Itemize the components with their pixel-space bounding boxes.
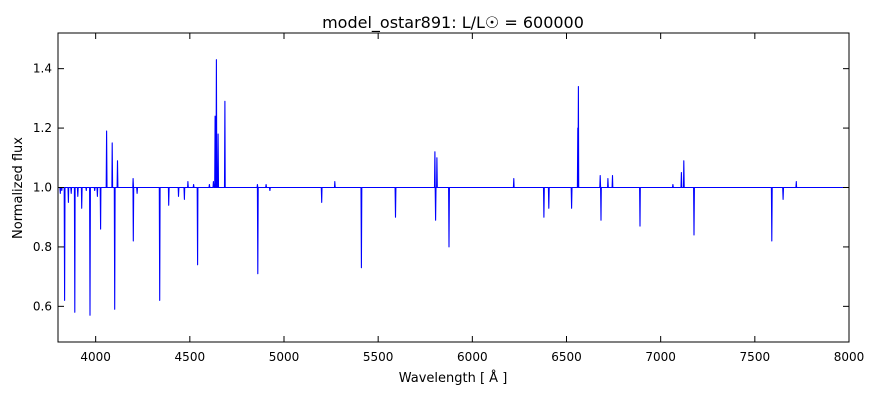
x-tick-label: 4500 (175, 350, 206, 364)
chart-title: model_ostar891: L/L☉ = 600000 (322, 13, 584, 33)
y-tick-label: 1.2 (33, 121, 52, 135)
x-axis: 4000 4500 5000 5500 6000 6500 7000 7500 8000 (80, 33, 864, 364)
y-axis-label: Normalized flux (11, 137, 26, 239)
x-tick-label: 4000 (80, 350, 111, 364)
x-tick-label: 5500 (363, 350, 394, 364)
x-tick-label: 6000 (457, 350, 488, 364)
x-tick-label: 8000 (834, 350, 865, 364)
y-tick-label: 1.0 (33, 181, 52, 195)
x-axis-label: Wavelength [ Å ] (399, 370, 508, 386)
y-tick-label: 0.8 (33, 240, 52, 254)
x-tick-label: 5000 (269, 350, 300, 364)
y-axis: 0.6 0.8 1.0 1.2 1.4 (33, 62, 849, 313)
x-tick-label: 7500 (740, 350, 771, 364)
y-tick-label: 1.4 (33, 62, 52, 76)
x-tick-label: 6500 (551, 350, 582, 364)
y-tick-label: 0.6 (33, 299, 52, 313)
x-tick-label: 7000 (645, 350, 676, 364)
flux-series-line (58, 59, 849, 316)
